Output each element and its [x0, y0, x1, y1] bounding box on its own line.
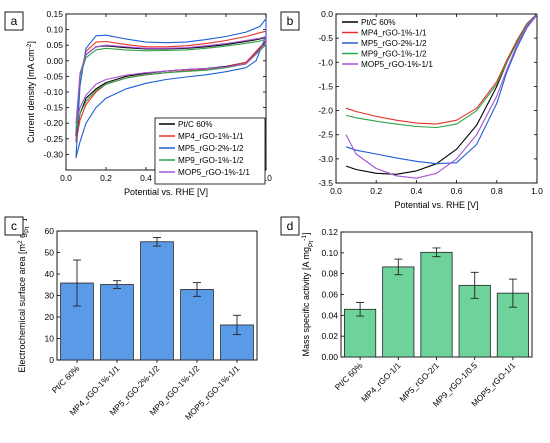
panel-label-a: a [11, 14, 18, 28]
y-tick-label: 0.15 [46, 9, 63, 19]
y-axis-label-part: g [17, 233, 27, 241]
y-tick-label: 0.06 [321, 290, 338, 300]
y-axis-label-part: 2 [17, 240, 24, 244]
series-line [345, 14, 538, 125]
category-label: Pt/C 60% [333, 360, 365, 392]
series-line [75, 18, 267, 159]
legend-entry: MP4_rGO-1%-1/1 [178, 132, 244, 141]
y-axis-label-part: ] [26, 41, 36, 44]
y-tick-label: 0.08 [321, 269, 338, 279]
x-axis-label: Potential vs. RHE [V] [124, 187, 208, 197]
x-tick-label: 0.8 [491, 186, 503, 196]
y-tick-label: -3.5 [318, 178, 333, 188]
y-tick-label: -0.5 [318, 33, 333, 43]
panel-label-c: c [11, 219, 17, 233]
y-tick-label: 30 [45, 291, 55, 301]
panel-b: 0.0 0.2 0.4 0.6 0.8 1.0 -3.5 -3.0 -2.5 -2.0 -1.5 -1… [318, 9, 543, 210]
y-tick-label: 0.00 [321, 352, 338, 362]
y-tick-label: 0 [49, 355, 54, 365]
bar [180, 289, 214, 361]
y-tick-label: -1.0 [318, 57, 333, 67]
panel-label-box [4, 216, 24, 236]
y-tick-label: 0.05 [46, 40, 63, 50]
category-label: MP4_rGO-1/1 [359, 360, 403, 404]
y-tick-label: -2.5 [318, 130, 333, 140]
y-tick-label: -2.0 [318, 106, 333, 116]
legend-entry: MP5_rGO-2%-1/2 [178, 144, 244, 153]
plot-frame [335, 13, 538, 184]
bar [140, 241, 174, 361]
y-tick-label: -0.15 [44, 103, 64, 113]
series-line [75, 38, 267, 130]
panel-label-box [4, 11, 24, 31]
y-tick-label: -0.25 [44, 134, 64, 144]
y-tick-label: 0.10 [46, 25, 63, 35]
x-tick-label: 0.4 [410, 186, 422, 196]
y-axis-label-part: Electrochemical surface area [m [17, 244, 27, 373]
legend-entry: MP5_rGO-2%-1/2 [361, 39, 427, 48]
y-tick-label: 0.00 [46, 56, 63, 66]
y-axis-label-part: -2 [26, 43, 33, 49]
bar [100, 284, 134, 361]
legend-entry: Pt/C 60% [178, 120, 213, 129]
legend-entry: Pt/C 60% [361, 18, 396, 27]
x-tick-label: 0.4 [140, 173, 152, 183]
y-axis-label: Electrochemical surface area [m2 gPt-1] [17, 218, 31, 372]
y-tick-label: 0.04 [321, 310, 338, 320]
legend-entry: MOP5_rGO-1%-1/1 [361, 60, 433, 69]
series-line [345, 14, 538, 179]
y-tick-label: 10 [45, 334, 55, 344]
legend-entry: MP9_rGO-1%-1/2 [361, 50, 427, 59]
x-tick-label: 0.2 [100, 173, 112, 183]
y-tick-label: -0.10 [44, 87, 64, 97]
panel-label-d: d [287, 219, 294, 233]
x-tick-label: 1.0 [531, 186, 543, 196]
y-axis-label-part: Pt [308, 241, 315, 247]
x-tick-label: 0.2 [370, 186, 382, 196]
panel-d: 0.00 0.02 0.04 0.06 0.08 0.10 0.12 Pt/C 60%MP4_… [301, 227, 533, 409]
y-tick-label: 20 [45, 312, 55, 322]
y-tick-label: 0.10 [321, 248, 338, 258]
x-tick-label: 0.0 [60, 173, 72, 183]
category-label: Pt/C 60% [50, 363, 82, 395]
bar [420, 251, 453, 358]
y-axis-label-part: Pt [24, 227, 31, 233]
x-tick-label: 0.0 [330, 186, 342, 196]
y-tick-label: 0.0 [321, 9, 333, 19]
y-tick-label: 0.12 [321, 227, 338, 237]
x-axis-label: Potential vs. RHE [V] [394, 200, 478, 210]
y-axis-label-part: Mass specific activity [A mg [301, 247, 311, 357]
series-line [75, 35, 267, 124]
series-line [345, 14, 538, 129]
x-tick-label: 1.0 [260, 173, 272, 183]
legend-entry: MP9_rGO-1%-1/2 [178, 156, 244, 165]
y-axis-label-part: ] [301, 233, 311, 236]
y-axis-label: Mass specific activity [A mgPt-1] [301, 233, 315, 357]
y-axis-label: Current density [mA cm-2] [26, 41, 37, 143]
y-tick-label: 40 [45, 269, 55, 279]
series-line [345, 14, 538, 165]
y-axis-label-part: -1 [301, 235, 308, 241]
bar [382, 266, 415, 358]
y-tick-label: -0.05 [44, 71, 64, 81]
panel-label-box [280, 216, 300, 236]
y-tick-label: -0.20 [44, 118, 64, 128]
legend-entry: MOP5_rGO-1%-1/1 [178, 168, 250, 177]
legend-entry: MP4_rGO-1%-1/1 [361, 29, 427, 38]
y-axis-label-part: Current density [mA cm [26, 49, 36, 143]
panel-label-b: b [287, 14, 294, 28]
legend-frame [154, 117, 266, 185]
x-tick-label: 0.6 [451, 186, 463, 196]
panel-label-box [280, 11, 300, 31]
y-tick-label: -1.5 [318, 81, 333, 91]
panel-a: 0.00.20.40.60.81.0-0.30-0.25-0.20-0.15-0… [26, 9, 273, 197]
y-tick-label: -0.30 [44, 149, 64, 159]
y-tick-label: 60 [45, 226, 55, 236]
y-tick-label: -3.0 [318, 154, 333, 164]
y-tick-label: 0.02 [321, 331, 338, 341]
y-tick-label: 50 [45, 248, 55, 258]
